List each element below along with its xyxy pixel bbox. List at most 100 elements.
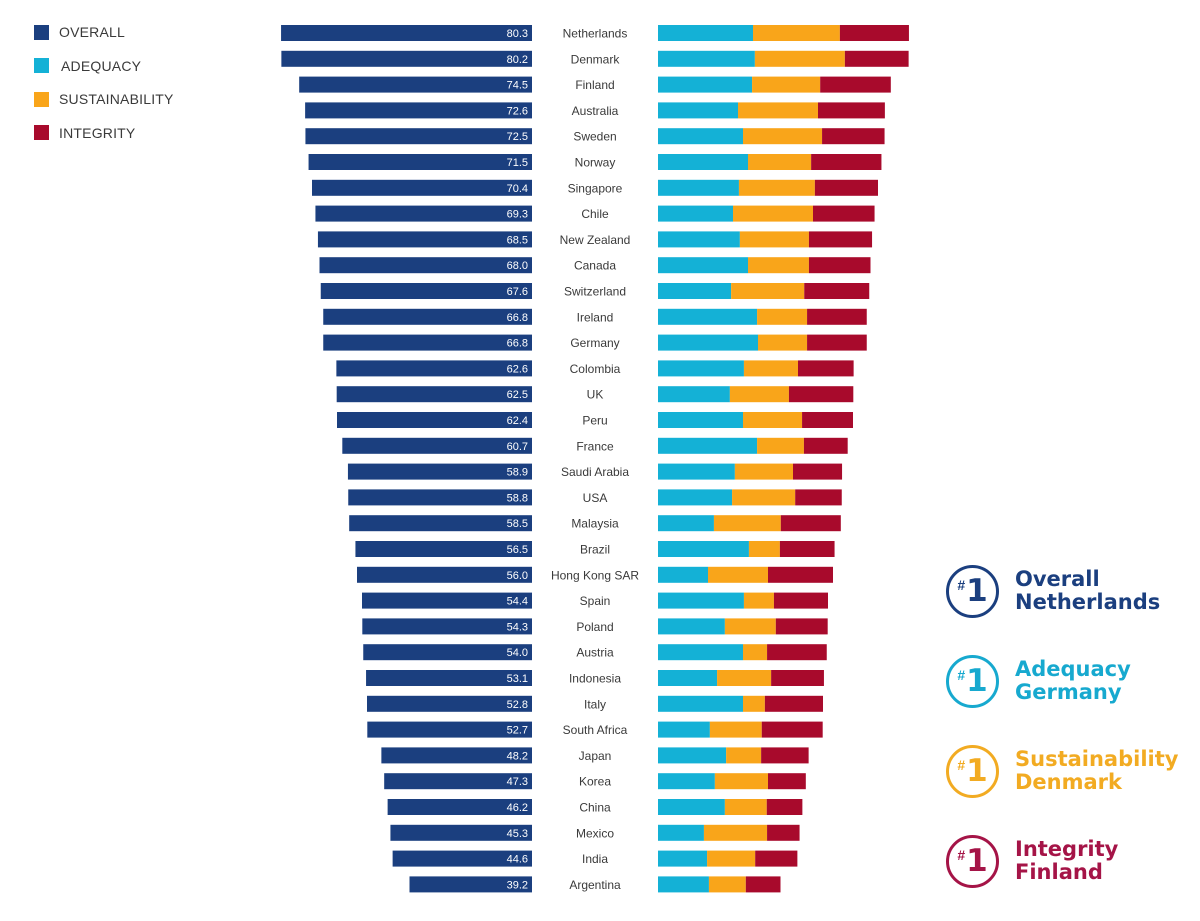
overall-bar [323,334,532,351]
integrity-segment [788,386,854,403]
integrity-segment [808,231,873,248]
adequacy-segment [658,670,718,686]
overall-value-label: 80.2 [507,54,528,66]
overall-bar [337,412,532,428]
overall-bar [367,721,532,738]
sustainability-segment [748,257,809,274]
adequacy-segment [658,386,730,403]
badge-overall-text: Overall Netherlands [1015,568,1160,614]
badge-adequacy-category: Adequacy [1015,657,1131,681]
overall-value-label: 80.3 [507,28,528,40]
badge-sustainability-text: Sustainability Denmark [1015,748,1178,794]
overall-bar [342,437,532,454]
sustainability-segment [731,283,805,299]
adequacy-segment [658,618,725,635]
adequacy-segment [658,463,735,480]
adequacy-segment [658,721,710,738]
integrity-segment [804,283,870,299]
adequacy-segment [658,257,748,274]
badge-integrity-circle: #1 [946,834,999,888]
overall-bar [320,283,532,299]
country-label: Argentina [569,878,621,892]
overall-value-label: 68.5 [507,234,528,246]
overall-bar [348,489,532,506]
overall-value-label: 54.4 [507,596,528,608]
sustainability-segment [743,695,765,712]
integrity-segment [745,876,781,893]
integrity-segment [768,566,833,583]
overall-bar [305,102,532,119]
country-label: Sweden [573,130,616,144]
country-label: Hong Kong SAR [551,568,639,582]
badge-overall-hash: # [957,577,966,593]
overall-value-label: 58.8 [507,492,528,504]
integrity-segment [773,592,828,609]
sustainability-segment [724,799,767,815]
badge-integrity-hash: # [957,847,966,863]
country-label: Finland [575,78,614,92]
sustainability-segment [708,566,768,583]
overall-bar [349,515,532,532]
sustainability-segment [717,670,772,686]
overall-value-label: 54.0 [507,647,528,659]
country-label: Japan [579,749,612,763]
country-label: Singapore [568,181,623,195]
legend-label-integrity: INTEGRITY [59,124,136,141]
sustainability-segment [753,25,840,41]
sustainability-segment [708,876,746,893]
sustainability-segment [758,334,808,351]
adequacy-segment [658,283,732,299]
overall-value-label: 69.3 [507,209,528,221]
overall-bar [357,566,532,583]
overall-value-label: 52.8 [507,699,528,711]
overall-value-label: 45.3 [507,828,528,840]
sustainability-segment [713,515,781,532]
country-label: India [582,852,608,866]
country-label: China [579,801,611,815]
overall-value-label: 74.5 [507,80,528,92]
legend-label-overall: OVERALL [59,24,125,40]
country-label: Brazil [580,543,610,557]
sustainability-segment [748,541,780,557]
sustainability-segment [752,76,821,93]
badge-overall-country: Netherlands [1015,590,1161,614]
legend-item-overall: OVERALL [34,24,174,40]
legend: OVERALL ADEQUACY SUSTAINABILITY INTEGRIT… [34,24,174,158]
country-label: Norway [575,156,616,170]
integrity-segment [822,128,885,145]
badge-adequacy-country: Germany [1015,680,1122,704]
legend-label-sustainability: SUSTAINABILITY [59,91,174,107]
integrity-segment [808,257,871,274]
adequacy-segment [658,566,708,583]
badge-overall-circle: #1 [946,564,999,618]
country-label: USA [583,491,608,505]
badge-sustainability-country: Denmark [1015,770,1122,794]
overall-bar [381,747,532,764]
adequacy-segment [658,154,748,170]
country-label: South Africa [563,723,628,737]
overall-value-label: 52.7 [507,725,528,737]
adequacy-segment [658,50,755,67]
sustainability-segment [709,721,762,738]
adequacy-segment [658,25,753,41]
overall-bar [384,773,532,790]
country-label: Austria [576,646,614,660]
country-label: Saudi Arabia [561,465,629,479]
integrity-segment [755,850,798,867]
overall-value-label: 72.6 [507,105,528,117]
country-label: Switzerland [564,285,626,299]
overall-value-label: 44.6 [507,854,528,866]
overall-value-label: 66.8 [507,338,528,350]
country-label: Australia [572,104,619,118]
country-label: Poland [576,620,613,634]
badge-sustainability-rank: 1 [966,753,988,789]
adequacy-segment [658,695,743,712]
integrity-segment [771,670,824,686]
adequacy-segment [658,205,733,222]
integrity-segment [761,747,809,764]
country-label: Spain [580,594,611,608]
sustainability-segment [743,592,774,609]
integrity-segment [768,773,806,790]
country-label: Netherlands [563,27,628,41]
